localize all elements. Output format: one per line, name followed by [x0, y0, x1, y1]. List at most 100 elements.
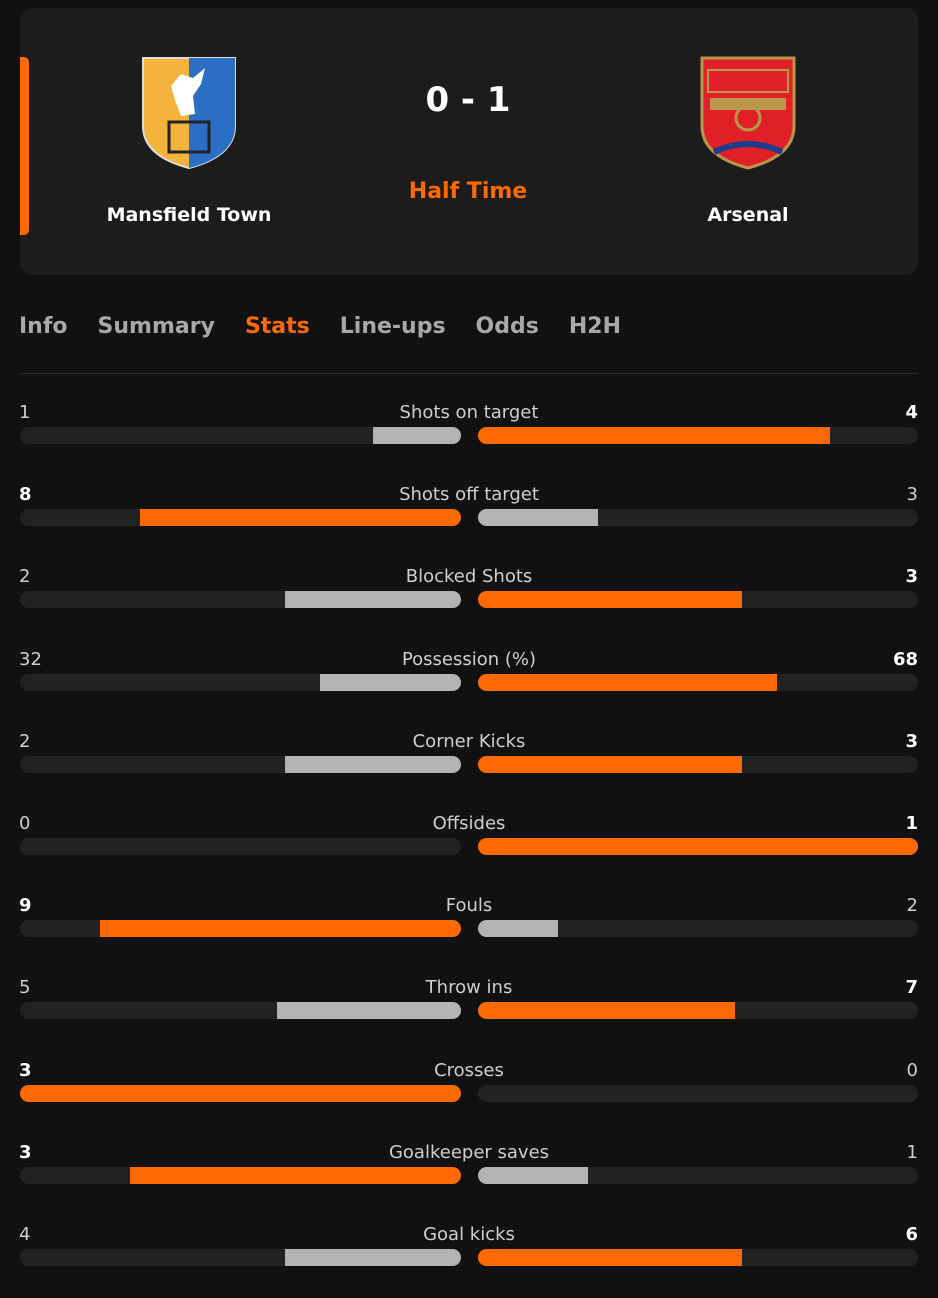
- home-value: 5: [19, 977, 31, 999]
- home-value: 4: [19, 1224, 31, 1245]
- home-team: Mansfield Town: [106, 204, 272, 226]
- stat-row: 2 Corner Kicks 3: [19, 730, 918, 801]
- stat-label: Throw ins: [425, 977, 513, 999]
- away-value: 3: [905, 566, 918, 588]
- home-bar: [319, 673, 461, 691]
- home-bar: [20, 1084, 461, 1102]
- stat-label: Blocked Shots: [405, 566, 533, 588]
- stat-row: 5 Throw ins 7: [19, 977, 918, 1047]
- stat-label: Offsides: [432, 813, 506, 834]
- away-bar: [478, 673, 778, 691]
- home-track: [20, 591, 461, 609]
- away-bar: [478, 427, 830, 444]
- away-logo: [700, 56, 796, 170]
- home-value: 1: [19, 402, 31, 423]
- stat-row: 3 Crosses 0: [19, 1059, 918, 1130]
- away-track: [478, 509, 918, 527]
- stat-row: 8 Shots off target 3: [19, 484, 918, 554]
- stat-label: Crosses: [434, 1059, 504, 1081]
- away-bar: [478, 591, 742, 609]
- away-value: 2: [906, 895, 918, 917]
- away-value: 1: [905, 813, 918, 834]
- tab[interactable]: H2H: [568, 314, 621, 339]
- stat-label: Fouls: [445, 895, 493, 917]
- stat-row: 4 Goal kicks 6: [19, 1224, 918, 1294]
- accent-bar: [20, 57, 29, 235]
- tab[interactable]: Info: [19, 314, 68, 339]
- away-track: [478, 673, 918, 691]
- tab[interactable]: Odds: [475, 314, 539, 339]
- away-value: 7: [905, 977, 918, 999]
- away-value: 3: [906, 484, 918, 506]
- away-track: [478, 838, 918, 855]
- home-track: [20, 427, 461, 444]
- home-bar: [284, 755, 461, 773]
- away-value: 0: [906, 1059, 918, 1081]
- away-track: [478, 920, 918, 938]
- home-value: 3: [19, 1141, 32, 1163]
- away-bar: [478, 755, 742, 773]
- away-track: [478, 1084, 918, 1102]
- home-track: [20, 1249, 461, 1266]
- home-track: [20, 509, 461, 527]
- home-track: [20, 1002, 461, 1020]
- home-bar: [140, 509, 461, 527]
- home-bar: [277, 1002, 461, 1020]
- stat-label: Shots on target: [399, 402, 539, 423]
- away-value: 1: [906, 1141, 918, 1163]
- tab[interactable]: Line-ups: [339, 314, 446, 339]
- home-track: [20, 673, 461, 691]
- stat-row: 0 Offsides 1: [19, 813, 918, 883]
- divider: [20, 373, 918, 374]
- tab[interactable]: Summary: [97, 314, 215, 339]
- stat-row: 9 Fouls 2: [19, 895, 918, 965]
- tab-bar: Info Summary Stats Line-ups Odds H2H: [19, 314, 621, 339]
- away-track: [478, 1002, 918, 1020]
- away-track: [478, 1249, 918, 1266]
- home-value: 3: [19, 1059, 32, 1081]
- away-value: 4: [905, 402, 918, 423]
- stat-row: 32 Possession (%) 68: [19, 648, 918, 719]
- home-value: 32: [19, 648, 42, 670]
- away-track: [478, 591, 918, 609]
- tab[interactable]: Stats: [244, 314, 310, 339]
- away-bar: [478, 920, 558, 938]
- home-value: 8: [19, 484, 32, 506]
- stat-row: 3 Goalkeeper saves 1: [19, 1141, 918, 1212]
- away-bar: [478, 1249, 742, 1266]
- away-team: Arsenal: [707, 204, 789, 226]
- match-status: Half Time: [408, 179, 528, 204]
- away-bar: [478, 838, 918, 855]
- home-bar: [284, 591, 461, 609]
- home-bar: [372, 427, 461, 444]
- stat-label: Shots off target: [399, 484, 539, 506]
- away-track: [478, 755, 918, 773]
- home-value: 0: [19, 813, 31, 834]
- away-bar: [478, 1166, 588, 1184]
- home-track: [20, 1084, 461, 1102]
- home-bar: [284, 1249, 461, 1266]
- home-track: [20, 755, 461, 773]
- away-value: 68: [892, 648, 918, 670]
- stat-row: 2 Blocked Shots 3: [19, 566, 918, 636]
- away-track: [478, 1166, 918, 1184]
- home-bar: [100, 920, 461, 938]
- score: 0 - 1: [425, 80, 511, 120]
- away-bar: [478, 1002, 735, 1020]
- home-track: [20, 1166, 461, 1184]
- away-value: 3: [905, 730, 918, 752]
- home-track: [20, 838, 461, 855]
- home-value: 9: [19, 895, 32, 917]
- home-value: 2: [19, 566, 31, 588]
- stat-row: 1 Shots on target 4: [19, 402, 918, 472]
- stat-label: Goalkeeper saves: [388, 1141, 550, 1163]
- home-track: [20, 920, 461, 938]
- away-value: 6: [905, 1224, 918, 1245]
- home-value: 2: [19, 730, 31, 752]
- home-bar: [130, 1166, 461, 1184]
- stat-label: Possession (%): [401, 648, 537, 670]
- stat-label: Corner Kicks: [412, 730, 526, 752]
- home-logo: [142, 57, 236, 170]
- away-track: [478, 427, 918, 444]
